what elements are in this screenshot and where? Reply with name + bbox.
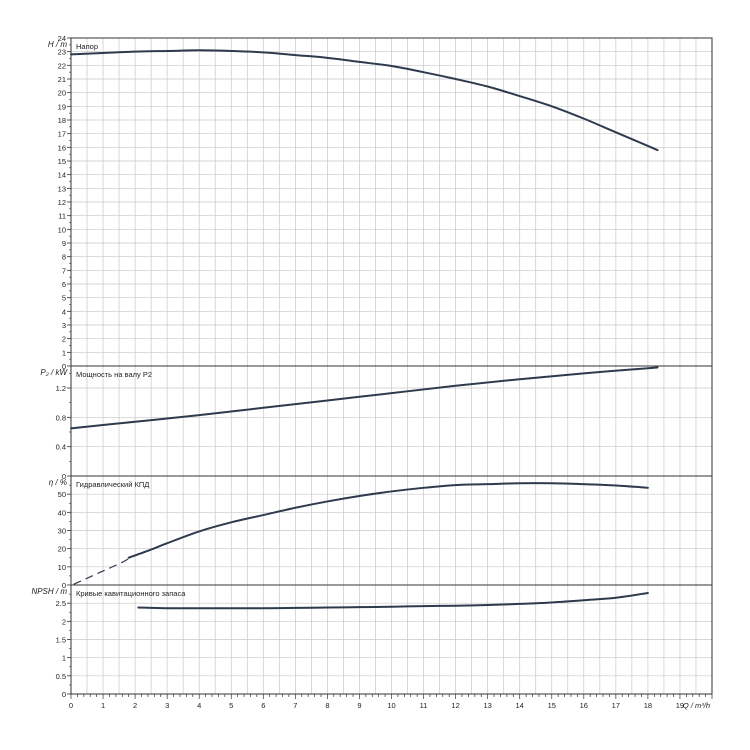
y-tick-label: 21 [58, 75, 66, 84]
x-tick-label: 8 [325, 701, 329, 710]
x-tick-label: 11 [420, 701, 428, 710]
x-tick-label: 13 [483, 701, 491, 710]
y-tick-label: 14 [58, 171, 66, 180]
x-tick-label: 17 [612, 701, 620, 710]
x-tick-label: 6 [261, 701, 265, 710]
x-tick-label: 9 [357, 701, 361, 710]
y-tick-label: 20 [58, 545, 66, 554]
y-tick-label: 10 [58, 563, 66, 572]
y-tick-label: 22 [58, 61, 66, 70]
panel-annotation: Напор [76, 42, 98, 51]
curve-solid [137, 591, 649, 610]
y-tick-label: 2 [62, 335, 66, 344]
curve-solid [70, 49, 659, 152]
y-tick-label: 0 [62, 581, 66, 590]
x-tick-label: 3 [165, 701, 169, 710]
y-tick-label: 10 [58, 225, 66, 234]
y-axis-label: H / m [48, 40, 67, 49]
panel-annotation: Мощность на валу P2 [76, 370, 152, 379]
y-tick-label: 11 [58, 212, 66, 221]
curve-solid [127, 482, 649, 559]
x-tick-label: 5 [229, 701, 233, 710]
x-tick-label: 0 [69, 701, 73, 710]
y-tick-label: 40 [58, 508, 66, 517]
x-tick-label: 12 [451, 701, 459, 710]
y-tick-label: 12 [58, 198, 66, 207]
x-tick-label: 15 [548, 701, 556, 710]
y-tick-label: 16 [58, 143, 66, 152]
y-tick-label: 0 [62, 472, 66, 481]
frame-layer [67, 37, 713, 699]
curve-dashed [73, 558, 130, 585]
y-tick-label: 17 [58, 130, 66, 139]
text-layer: 0123456789101112131415161718192021222324… [31, 34, 710, 710]
y-tick-label: 8 [62, 253, 66, 262]
y-tick-label: 2 [62, 617, 66, 626]
y-tick-label: 0.5 [56, 672, 66, 681]
y-tick-label: 1 [62, 654, 66, 663]
y-tick-label: 20 [58, 89, 66, 98]
y-tick-label: 2.5 [56, 599, 66, 608]
y-tick-label: 50 [58, 490, 66, 499]
y-tick-label: 0 [62, 362, 66, 371]
x-tick-label: 10 [387, 701, 395, 710]
y-tick-label: 1 [62, 348, 66, 357]
y-tick-label: 18 [58, 116, 66, 125]
x-tick-label: 14 [516, 701, 524, 710]
curve-solid [70, 366, 659, 430]
y-tick-label: 0.4 [56, 443, 66, 452]
y-tick-label: 1.5 [56, 636, 66, 645]
y-tick-label: 4 [62, 307, 66, 316]
x-tick-label: 18 [644, 701, 652, 710]
y-tick-label: 23 [58, 48, 66, 57]
panel-annotation: Кривые кавитационного запаса [76, 589, 186, 598]
y-tick-label: 6 [62, 280, 66, 289]
y-tick-label: 7 [62, 266, 66, 275]
y-tick-label: 3 [62, 321, 66, 330]
y-tick-label: 24 [58, 34, 66, 43]
y-tick-label: 15 [58, 157, 66, 166]
y-tick-label: 13 [58, 184, 66, 193]
x-tick-label: 7 [293, 701, 297, 710]
y-tick-label: 0 [62, 690, 66, 699]
x-tick-label: 19 [676, 701, 684, 710]
y-tick-label: 1.2 [56, 384, 66, 393]
curve-layer [70, 49, 659, 610]
panel-annotation: Гидравлический КПД [76, 480, 149, 489]
y-axis-label: NPSH / m [31, 587, 67, 596]
y-axis-label: P₂ / kW [40, 368, 68, 377]
x-tick-label: 2 [133, 701, 137, 710]
y-tick-label: 5 [62, 294, 66, 303]
y-tick-label: 30 [58, 527, 66, 536]
y-tick-label: 0.8 [56, 413, 66, 422]
x-tick-label: 1 [101, 701, 105, 710]
y-axis-label: η / % [49, 478, 67, 487]
x-tick-label: 4 [197, 701, 201, 710]
x-tick-label: 16 [580, 701, 588, 710]
y-tick-label: 19 [58, 102, 66, 111]
x-axis-label: Q / m³/h [683, 701, 710, 710]
y-tick-label: 9 [62, 239, 66, 248]
